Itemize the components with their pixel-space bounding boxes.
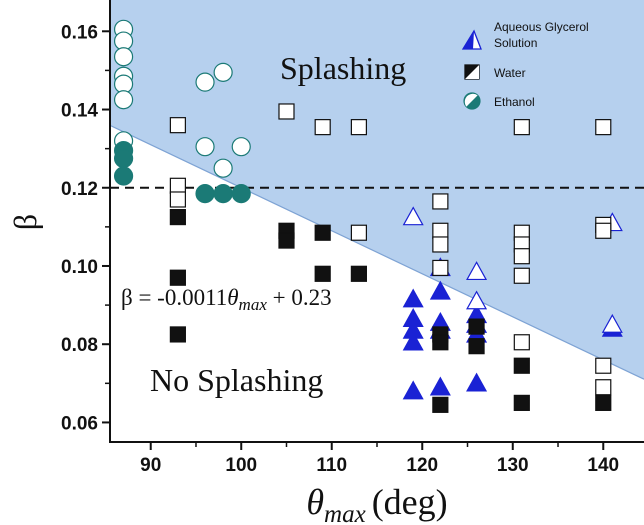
data-point-square-1-1 xyxy=(169,177,186,194)
data-point-circle-2-14 xyxy=(113,166,134,186)
legend-marker-square-dark xyxy=(465,65,479,79)
y-tick-label-3: 0.12 xyxy=(61,179,98,200)
data-point-circle-2-10 xyxy=(231,137,251,157)
data-point-triangle-0-17 xyxy=(466,290,488,310)
x-axis-label-unit: (deg) xyxy=(372,482,448,522)
data-point-triangle-0-15 xyxy=(402,206,424,226)
x-tick-label-0: 90 xyxy=(140,455,161,476)
x-axis-label: θmax (deg) xyxy=(306,482,447,525)
data-point-square-1-0 xyxy=(169,117,186,134)
legend-label-1-0: Water xyxy=(494,66,526,80)
y-axis-label: β xyxy=(7,214,43,230)
equation-subscript: max xyxy=(239,295,268,314)
data-point-circle-2-15 xyxy=(195,184,215,204)
data-point-square-1-34 xyxy=(468,338,485,355)
data-point-circle-2-8 xyxy=(213,62,233,82)
data-point-square-1-27 xyxy=(314,224,331,241)
axes: 90 100 110 120 130 140 0.060.080.100.120.140.… xyxy=(61,0,644,476)
data-point-circle-2-16 xyxy=(213,184,233,204)
legend-marker-circle-light xyxy=(464,93,478,107)
x-axis-label-subscript: max xyxy=(324,501,366,525)
data-point-square-1-36 xyxy=(513,394,530,411)
legend: Aqueous Glycerol Solution Water Ethanol xyxy=(461,20,589,110)
boundary-line xyxy=(110,124,644,380)
data-point-square-1-9 xyxy=(432,236,449,253)
data-point-triangle-0-19 xyxy=(601,313,623,333)
data-point-circle-2-5 xyxy=(113,90,134,110)
x-tick-label-5: 140 xyxy=(587,455,619,476)
data-point-square-1-7 xyxy=(432,193,449,210)
data-point-square-1-33 xyxy=(468,318,485,335)
data-point-square-1-10 xyxy=(432,259,449,277)
data-point-circle-2-7 xyxy=(195,72,215,92)
plot-area xyxy=(110,0,644,413)
data-point-square-1-4 xyxy=(314,119,331,136)
x-tick-label-2: 110 xyxy=(316,455,347,476)
data-point-square-1-20 xyxy=(595,357,612,374)
x-tick-label-3: 120 xyxy=(406,455,438,476)
data-point-square-1-5 xyxy=(350,119,367,136)
x-ticks: 90 100 110 120 130 140 xyxy=(140,442,619,476)
y-tick-label-1: 0.08 xyxy=(61,335,98,356)
data-markers xyxy=(113,19,623,413)
equation-prefix: β = -0.0011 xyxy=(121,285,227,310)
data-point-square-1-15 xyxy=(513,267,530,284)
data-point-circle-2-13 xyxy=(113,148,134,169)
data-point-square-1-31 xyxy=(432,334,449,351)
x-axis-label-symbol: θ xyxy=(306,482,324,522)
labels: Splashing No Splashing β = -0.0011θmax +… xyxy=(7,50,448,525)
data-point-square-1-17 xyxy=(595,119,612,136)
data-point-square-1-22 xyxy=(169,208,186,226)
equation-suffix: + 0.23 xyxy=(267,285,332,310)
data-point-triangle-0-3 xyxy=(402,331,424,351)
data-point-triangle-0-4 xyxy=(402,380,424,400)
data-point-triangle-0-0 xyxy=(402,288,424,308)
data-point-square-1-19 xyxy=(595,222,612,239)
data-point-triangle-0-6 xyxy=(429,280,451,300)
data-point-square-1-23 xyxy=(169,269,186,286)
data-point-square-1-21 xyxy=(595,379,612,396)
data-point-square-1-3 xyxy=(278,103,295,120)
data-point-triangle-0-9 xyxy=(429,376,451,396)
data-point-circle-2-2 xyxy=(113,47,134,67)
y-ticks: 0.06 0.08 0.10 0.12 0.14 0.16 xyxy=(61,22,110,434)
data-point-circle-2-11 xyxy=(213,158,233,178)
region-label-no-splashing: No Splashing xyxy=(150,362,323,398)
data-point-triangle-0-13 xyxy=(466,372,488,392)
data-point-square-1-6 xyxy=(350,224,367,241)
y-tick-label-0: 0.06 xyxy=(61,413,98,434)
x-tick-label-1: 100 xyxy=(225,455,257,476)
data-point-circle-2-17 xyxy=(231,184,251,204)
y-tick-label-2: 0.10 xyxy=(61,257,98,278)
data-point-square-1-32 xyxy=(432,396,449,413)
data-point-square-1-8 xyxy=(432,222,449,239)
data-point-square-1-11 xyxy=(513,119,530,136)
data-point-circle-2-9 xyxy=(195,137,215,157)
legend-label-0-1: Solution xyxy=(494,36,537,50)
y-tick-label-5: 0.16 xyxy=(61,22,98,43)
x-tick-label-4: 130 xyxy=(497,455,529,476)
data-point-square-1-28 xyxy=(314,265,331,282)
data-point-square-1-24 xyxy=(169,326,186,343)
equation-symbol: θ xyxy=(227,285,238,310)
region-label-splashing: Splashing xyxy=(280,50,406,86)
legend-marker-triangle-fill xyxy=(463,31,474,49)
data-point-square-1-2 xyxy=(169,191,186,208)
data-point-square-1-14 xyxy=(513,248,530,265)
data-point-square-1-35 xyxy=(513,357,530,374)
y-tick-label-4: 0.14 xyxy=(61,101,98,122)
data-point-triangle-0-16 xyxy=(466,261,488,281)
data-point-square-1-16 xyxy=(513,334,530,351)
legend-label-2-0: Ethanol xyxy=(494,95,535,109)
data-point-square-1-26 xyxy=(278,232,295,249)
data-point-square-1-37 xyxy=(595,394,612,411)
data-point-square-1-29 xyxy=(350,265,367,282)
legend-label-0-0: Aqueous Glycerol xyxy=(494,20,589,34)
equation-label: β = -0.0011θmax + 0.23 xyxy=(121,285,332,314)
splashing-region-shade xyxy=(110,0,644,380)
